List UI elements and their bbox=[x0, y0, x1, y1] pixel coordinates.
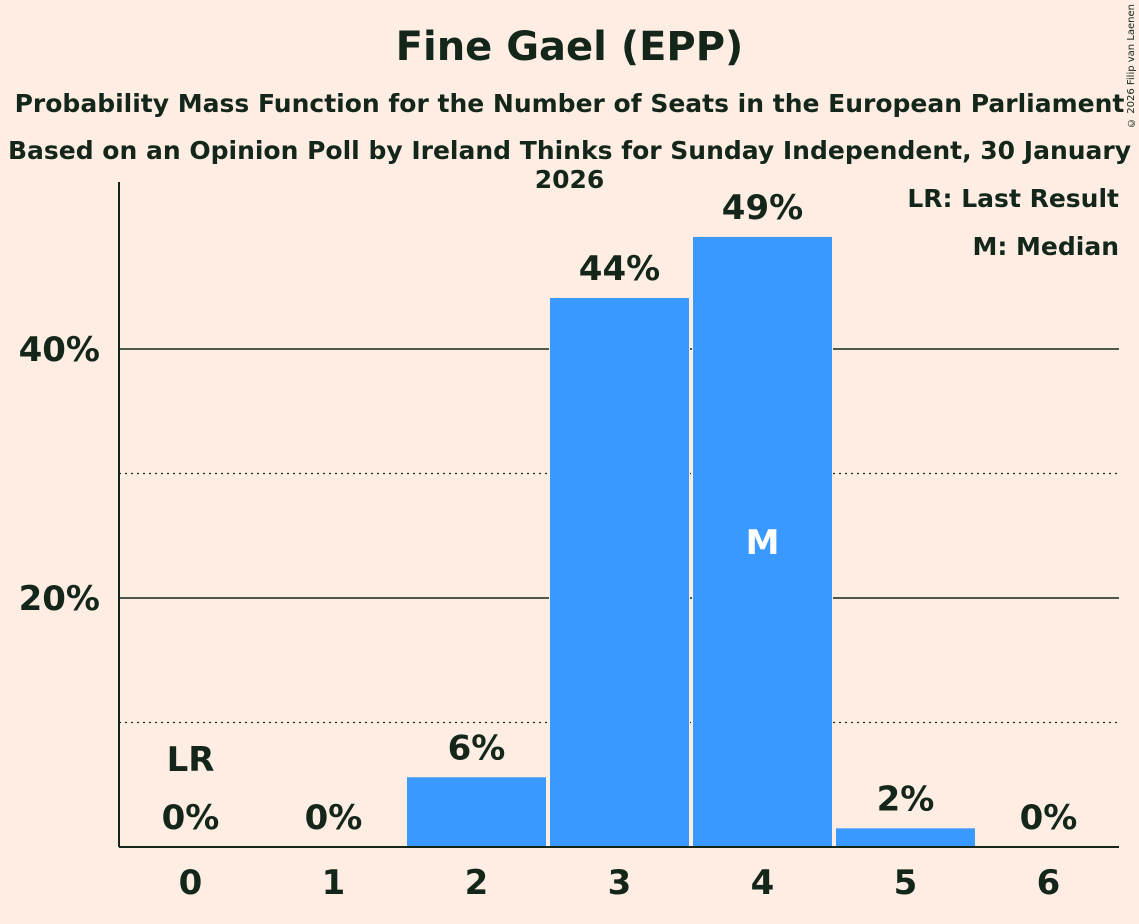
legend-last-result: LR: Last Result bbox=[907, 184, 1119, 213]
median-marker: M bbox=[746, 523, 780, 563]
value-label: 0% bbox=[162, 798, 220, 838]
value-label: 49% bbox=[722, 188, 803, 228]
y-tick-label: 40% bbox=[19, 330, 100, 370]
x-tick-label: 2 bbox=[465, 863, 489, 903]
copyright-notice: © 2026 Filip van Laenen bbox=[1126, 4, 1137, 128]
bar bbox=[693, 236, 832, 847]
chart-subtitle: Probability Mass Function for the Number… bbox=[14, 89, 1125, 118]
bar bbox=[550, 297, 689, 848]
chart-subtitle-source: Based on an Opinion Poll by Ireland Thin… bbox=[7, 136, 1132, 194]
bar bbox=[407, 777, 546, 847]
value-label: 2% bbox=[877, 779, 935, 819]
y-tick-label: 20% bbox=[19, 579, 100, 619]
chart-title: Fine Gael (EPP) bbox=[395, 24, 744, 70]
x-tick-label: 0 bbox=[179, 863, 203, 903]
bar bbox=[836, 828, 975, 847]
x-tick-label: 6 bbox=[1037, 863, 1061, 903]
legend-median: M: Median bbox=[972, 232, 1119, 261]
value-label: 0% bbox=[1020, 798, 1078, 838]
x-tick-label: 1 bbox=[322, 863, 346, 903]
x-tick-label: 3 bbox=[608, 863, 632, 903]
value-label: 0% bbox=[305, 798, 363, 838]
last-result-marker: LR bbox=[167, 740, 215, 780]
value-label: 6% bbox=[448, 728, 506, 768]
x-tick-label: 5 bbox=[894, 863, 918, 903]
value-label: 44% bbox=[579, 249, 660, 289]
x-tick-label: 4 bbox=[751, 863, 775, 903]
